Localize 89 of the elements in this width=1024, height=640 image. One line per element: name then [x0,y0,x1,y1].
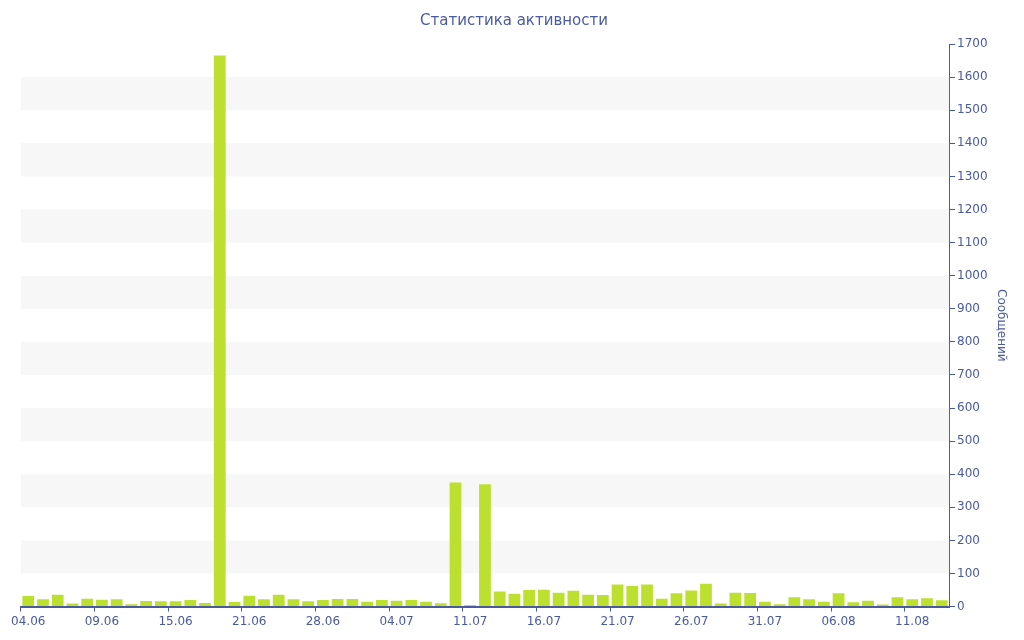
y-tick-label: 1700 [957,36,988,51]
bar [169,601,182,607]
bar [317,599,329,607]
bar [817,601,830,607]
bar [213,55,226,607]
bar [655,598,668,607]
bar [538,589,550,607]
y-tick-label: 1500 [957,102,988,117]
bar [700,583,712,607]
y-tick-label: 200 [957,532,980,547]
x-tick-label: 04.06 [11,613,46,628]
bar [140,600,152,607]
bar [258,599,270,607]
bar [375,599,388,607]
y-tick-label: 1100 [957,234,988,249]
x-tick-label: 15.06 [158,613,193,628]
bar [420,601,432,607]
bar [493,591,506,607]
chart-title: Статистика активности [420,10,608,29]
bar [906,599,919,607]
bar [759,601,771,607]
bar [243,595,256,607]
bar [670,593,683,607]
bar [302,601,315,607]
bar [847,602,860,607]
x-tick-label: 26.07 [674,613,709,628]
x-tick-label: 09.06 [84,613,120,628]
bar [361,601,373,607]
y-tick-label: 600 [957,400,980,415]
x-tick-label: 06.08 [821,613,856,628]
x-tick-label: 31.07 [747,613,783,628]
bar [479,484,491,607]
bar [37,599,49,607]
y-tick-label: 1000 [957,267,988,282]
bar [641,584,653,607]
x-tick-label: 21.07 [600,613,635,628]
bar [788,597,801,607]
y-tick-label: 0 [957,598,965,613]
y-tick-label: 900 [957,300,980,315]
bar [346,598,359,607]
bar [508,593,521,607]
bar [51,594,64,607]
bar [891,597,904,607]
y-tick-label: 500 [957,433,980,448]
bar [81,598,94,607]
bar [228,601,241,607]
bar [154,601,167,607]
y-tick-label: 700 [957,367,980,382]
x-tick-label: 04.07 [379,613,414,628]
bar [272,594,285,607]
y-tick-label: 300 [957,499,980,514]
bar [803,599,815,607]
y-tick-label: 100 [957,565,980,580]
x-tick-label: 16.07 [526,613,562,628]
x-tick-label: 11.07 [453,613,488,628]
bar [596,595,609,607]
y-tick-label: 800 [957,333,980,348]
bar [567,590,580,607]
y-axis-title: Сообщений [994,289,1009,362]
x-tick-label: 28.06 [305,613,341,628]
bar [110,599,123,607]
bar [685,590,698,607]
x-tick-label: 11.08 [895,613,930,628]
bar [199,602,211,607]
bar [626,586,639,607]
bar [434,603,447,607]
y-tick-label: 400 [957,466,980,481]
bar [862,600,874,607]
bar [582,594,594,607]
bar [184,599,197,607]
y-tick-label: 1400 [957,135,988,150]
bar [744,593,757,607]
bar [552,592,565,607]
bar [729,592,742,607]
bar [331,598,344,607]
bar [405,599,418,607]
bar [449,482,462,607]
y-tick-label: 1200 [957,201,988,216]
bar [921,598,933,607]
bar [611,584,624,607]
y-tick-label: 1300 [957,168,988,183]
bar [22,596,35,607]
x-tick-label: 21.06 [232,613,267,628]
bar [935,600,948,607]
bar [832,593,845,607]
bar [523,590,536,607]
bar [96,599,108,607]
y-tick-label: 1600 [957,69,988,84]
bar [287,599,300,607]
